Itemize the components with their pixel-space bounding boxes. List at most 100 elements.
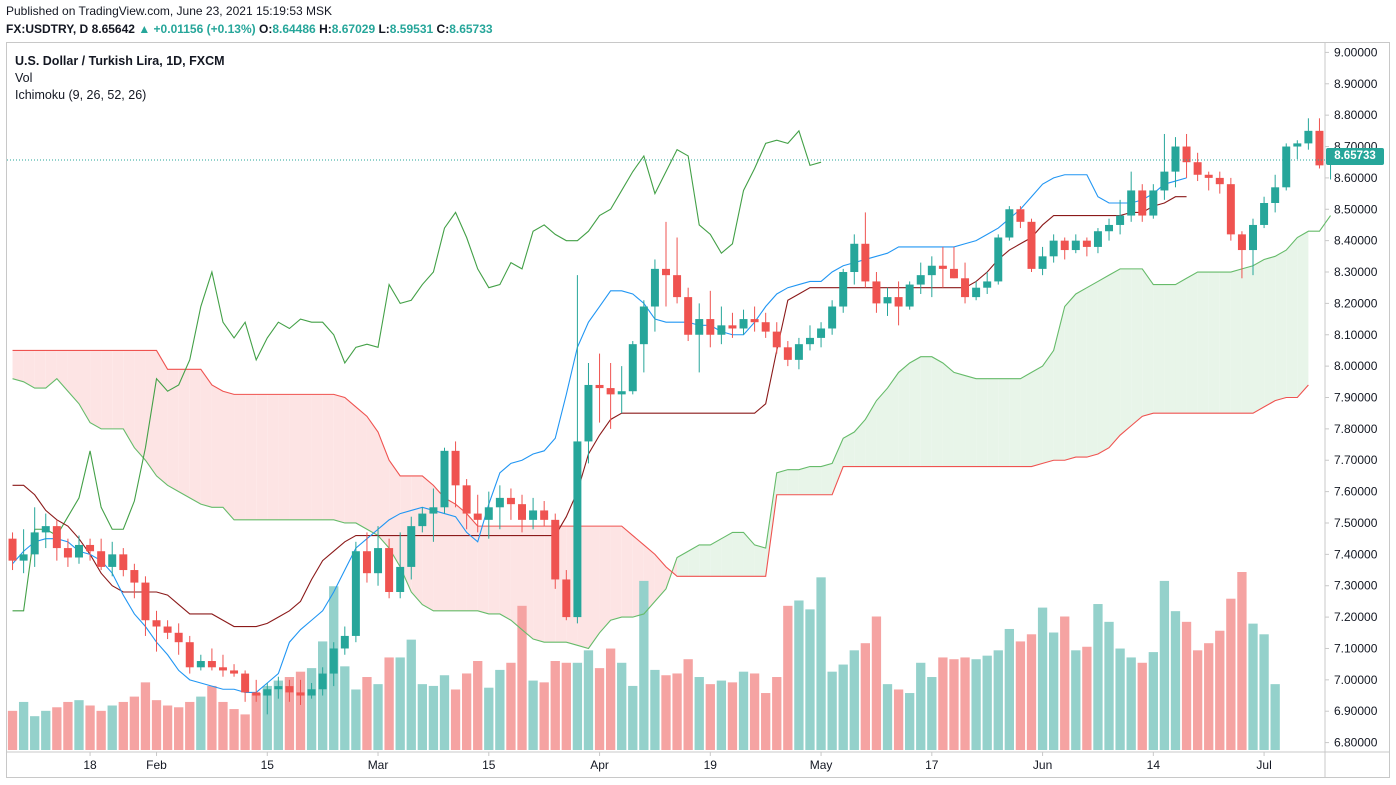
- cloud-segment: [920, 356, 932, 467]
- last-price: 8.65642: [91, 22, 135, 36]
- candle-body: [628, 344, 637, 392]
- volume-bar: [1060, 616, 1070, 750]
- volume-bar: [783, 605, 793, 750]
- candle-body: [551, 519, 560, 580]
- candle-body: [1293, 143, 1302, 147]
- volume-bar: [1104, 621, 1114, 750]
- candle-body: [673, 275, 682, 298]
- low-label: L:: [378, 22, 390, 36]
- cloud-segment: [942, 362, 954, 467]
- cloud-segment: [588, 526, 600, 649]
- candle-body: [949, 268, 958, 279]
- low-value: 8.59531: [389, 22, 434, 36]
- volume-bar: [1270, 684, 1280, 750]
- volume-bar: [41, 710, 51, 750]
- cloud-segment: [1164, 284, 1176, 414]
- candle-body: [351, 551, 360, 636]
- candle-body: [927, 265, 936, 276]
- candle-body: [684, 297, 693, 335]
- volume-bar: [949, 659, 959, 750]
- cloud-segment: [998, 378, 1010, 467]
- volume-bar: [849, 650, 859, 750]
- cloud-segment: [832, 438, 844, 495]
- cloud-segment: [1153, 284, 1165, 414]
- open-value: 8.64486: [272, 22, 316, 36]
- cloud-segment: [1120, 268, 1132, 436]
- y-tick-label: 7.50000: [1334, 516, 1378, 530]
- volume-bar: [196, 696, 206, 750]
- volume-bar: [960, 657, 970, 750]
- candle-body: [850, 243, 859, 273]
- volume-bar: [52, 707, 62, 750]
- x-tick-label: May: [810, 758, 833, 772]
- chart-frame[interactable]: [6, 42, 1390, 778]
- candle-body: [518, 504, 527, 520]
- cloud-segment: [378, 432, 390, 549]
- volume-bar: [639, 580, 649, 750]
- candle-body: [772, 331, 781, 348]
- candle-body: [916, 275, 925, 285]
- volume-bar: [185, 701, 195, 750]
- volume-bar: [1115, 648, 1125, 750]
- candle-body: [1193, 162, 1202, 175]
- volume-bar: [650, 669, 660, 750]
- cloud-segment: [1297, 231, 1309, 398]
- cloud-segment: [1020, 372, 1032, 467]
- volume-bar: [749, 673, 760, 750]
- volume-bar: [605, 648, 616, 750]
- candle-body: [728, 325, 737, 329]
- candle-body: [650, 268, 659, 307]
- cloud-segment: [433, 485, 445, 611]
- volume-bar: [461, 673, 472, 750]
- legend-ichimoku[interactable]: Ichimoku (9, 26, 52, 26): [15, 88, 147, 102]
- candle-body: [218, 667, 227, 671]
- cloud-segment: [222, 391, 235, 520]
- volume-bar: [1248, 623, 1258, 750]
- cloud-segment: [1109, 268, 1121, 448]
- candle-body: [1304, 130, 1313, 144]
- candle-body: [41, 526, 50, 533]
- volume-bar: [528, 680, 538, 750]
- volume-bar: [816, 577, 826, 750]
- cloud-segment: [1142, 268, 1154, 417]
- legend-volume[interactable]: Vol: [15, 71, 33, 85]
- volume-bar: [772, 677, 782, 750]
- candle-body: [185, 642, 194, 668]
- cloud-segment: [178, 369, 190, 498]
- y-tick-label: 7.60000: [1334, 485, 1378, 499]
- candle-body: [1249, 224, 1257, 251]
- cloud-segment: [90, 350, 102, 429]
- cloud-segment: [112, 350, 124, 429]
- candle-body: [230, 670, 239, 674]
- cloud-segment: [887, 372, 899, 467]
- volume-bar: [539, 682, 549, 750]
- cloud-segment: [1175, 278, 1187, 414]
- volume-bar: [229, 709, 239, 750]
- high-label: H:: [319, 22, 332, 36]
- cloud-segment: [965, 375, 977, 467]
- published-caption: Published on TradingView.com, June 23, 2…: [6, 4, 332, 18]
- cloud-segment: [1241, 265, 1254, 414]
- candle-body: [617, 391, 626, 395]
- cloud-segment: [721, 532, 733, 577]
- candle-body: [761, 322, 770, 332]
- candle-body: [63, 548, 72, 558]
- candle-body: [839, 272, 848, 307]
- senkou-a-line: [12, 215, 1331, 650]
- candle-body: [739, 319, 748, 329]
- volume-bar: [495, 669, 505, 750]
- cloud-segment: [809, 466, 822, 495]
- y-tick-label: 8.40000: [1334, 234, 1378, 248]
- volume-bar: [351, 689, 361, 750]
- x-tick-label: 15: [482, 758, 496, 772]
- cloud-segment: [1208, 272, 1220, 414]
- senkou-b-line: [12, 349, 1309, 577]
- cloud-segment: [1253, 259, 1265, 414]
- cloud-segment: [843, 432, 855, 467]
- candle-body: [1149, 190, 1158, 216]
- legend-title[interactable]: U.S. Dollar / Turkish Lira, 1D, FXCM: [15, 54, 225, 68]
- candle-body: [1105, 224, 1114, 232]
- cloud-segment: [1053, 306, 1065, 461]
- volume-bar: [727, 682, 738, 750]
